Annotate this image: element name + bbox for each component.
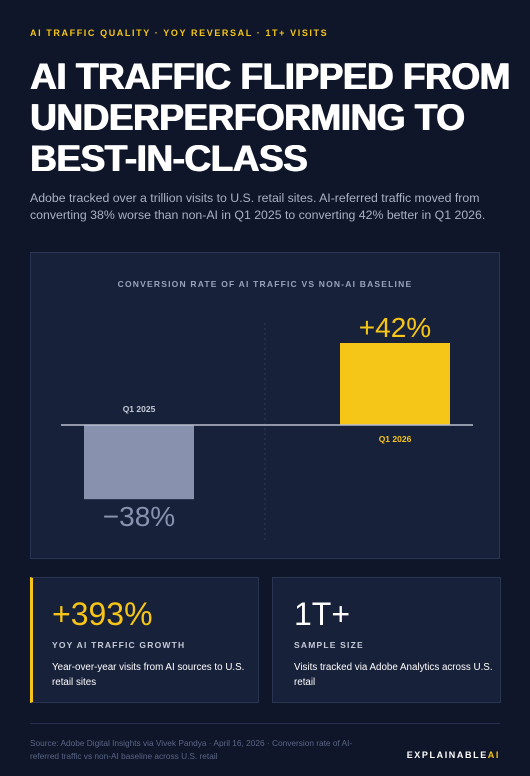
stat-card: 1T+ SAMPLE SIZE Visits tracked via Adobe… (272, 577, 501, 703)
headline: AI TRAFFIC FLIPPED FROM UNDERPERFORMING … (30, 56, 510, 179)
source: Source: Adobe Digital Insights via Vivek… (30, 738, 353, 761)
stat-label: YOY AI TRAFFIC GROWTH (52, 640, 186, 650)
chart: CONVERSION RATE OF AI TRAFFIC VS NON-AI … (61, 279, 473, 543)
stat-card: +393% YOY AI TRAFFIC GROWTH Year-over-ye… (30, 577, 259, 703)
headline-line: BEST-IN-CLASS (30, 138, 308, 179)
headline-line: AI TRAFFIC FLIPPED FROM (30, 56, 510, 97)
chart-panel: CONVERSION RATE OF AI TRAFFIC VS NON-AI … (30, 252, 500, 559)
subtitle: Adobe tracked over a trillion visits to … (30, 191, 486, 222)
eyebrow: AI TRAFFIC QUALITY · YOY REVERSAL · 1T+ … (30, 28, 329, 38)
brand-accent: AI (487, 750, 500, 760)
stat-description: Year-over-year visits from AI sources to… (52, 662, 245, 688)
headline-line: UNDERPERFORMING TO (30, 97, 465, 138)
chart-title: CONVERSION RATE OF AI TRAFFIC VS NON-AI … (118, 279, 413, 289)
divider-rule (30, 723, 500, 724)
bar (340, 343, 450, 425)
category-label: Q1 2025 (123, 404, 156, 414)
category-label: Q1 2026 (379, 434, 412, 444)
stat-description: Visits tracked via Adobe Analytics acros… (294, 662, 493, 688)
stat-label: SAMPLE SIZE (294, 640, 364, 650)
stat-value: +393% (52, 596, 153, 632)
value-label: +42% (359, 312, 431, 343)
bar (84, 425, 194, 500)
brand-text: EXPLAINABLE (406, 750, 488, 760)
value-label: −38% (103, 501, 175, 532)
stat-value: 1T+ (294, 596, 351, 632)
brand: EXPLAINABLEAI (407, 750, 500, 760)
